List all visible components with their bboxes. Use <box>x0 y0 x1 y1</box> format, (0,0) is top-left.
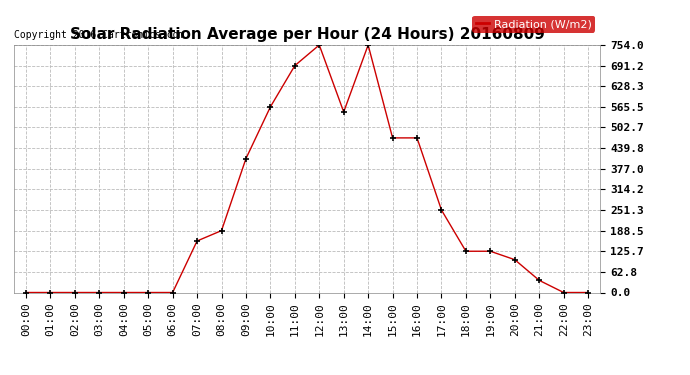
Title: Solar Radiation Average per Hour (24 Hours) 20160809: Solar Radiation Average per Hour (24 Hou… <box>70 27 544 42</box>
Text: Copyright 2016 Cartronics.com: Copyright 2016 Cartronics.com <box>14 30 184 40</box>
Legend: Radiation (W/m2): Radiation (W/m2) <box>473 16 595 33</box>
